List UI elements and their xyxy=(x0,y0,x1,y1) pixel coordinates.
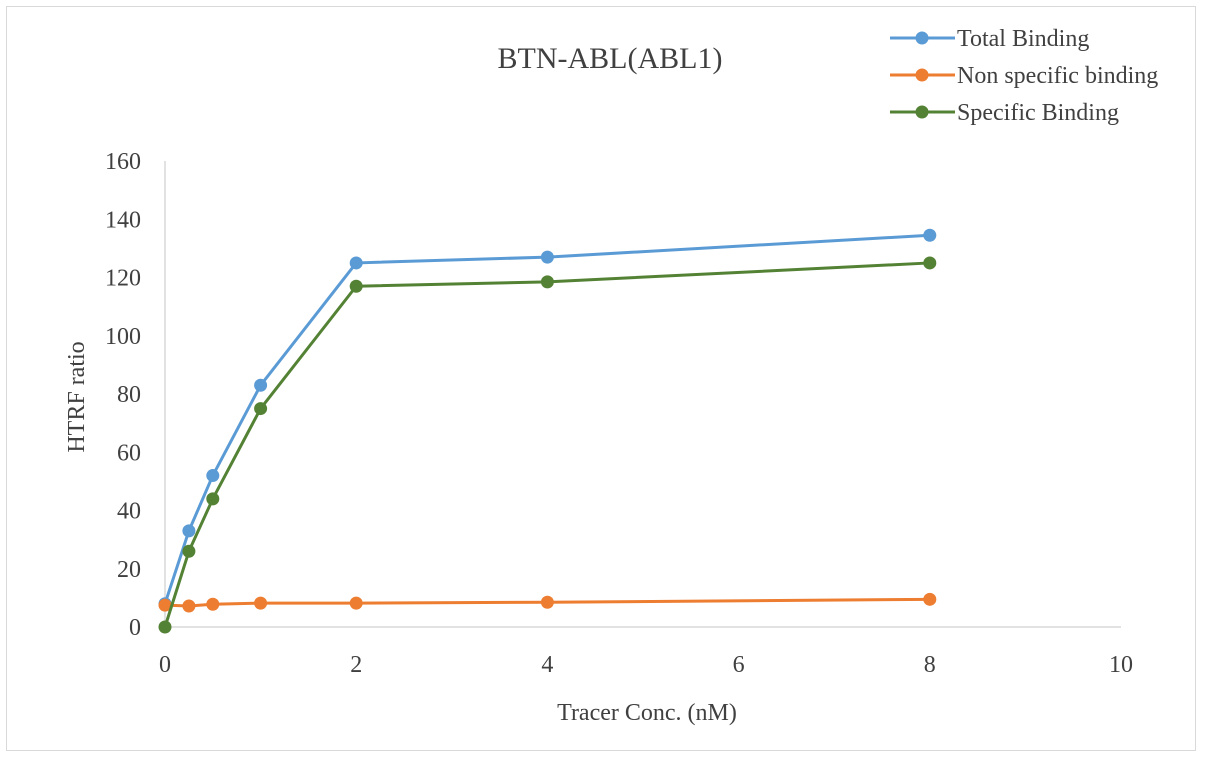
legend: Total Binding Non specific binding Specifi… xyxy=(890,26,1158,126)
legend-label: Non specific binding xyxy=(957,63,1158,89)
data-point xyxy=(923,256,937,270)
legend-swatch-marker xyxy=(915,68,929,82)
data-point xyxy=(540,250,554,264)
x-axis-label: Tracer Conc. (nM) xyxy=(557,700,737,726)
series-2 xyxy=(158,592,937,613)
legend-label: Specific Binding xyxy=(957,100,1119,126)
y-tick-label: 100 xyxy=(105,324,141,350)
data-point xyxy=(182,599,196,613)
legend-item: Total Binding xyxy=(890,26,1089,52)
x-tick-label: 10 xyxy=(1109,652,1133,678)
y-axis-label: HTRF ratio xyxy=(64,341,90,452)
data-point xyxy=(182,544,196,558)
data-point xyxy=(349,596,363,610)
y-tick-label: 140 xyxy=(105,207,141,233)
y-tick-label: 160 xyxy=(105,149,141,175)
x-tick-label: 8 xyxy=(924,652,936,678)
y-tick-label: 0 xyxy=(129,615,141,641)
data-point xyxy=(158,598,172,612)
data-point xyxy=(349,279,363,293)
data-point xyxy=(540,595,554,609)
data-point xyxy=(206,469,220,483)
data-point xyxy=(254,402,268,416)
series-line xyxy=(163,233,930,605)
chart-title: BTN-ABL(ABL1) xyxy=(498,42,723,75)
series-line xyxy=(163,261,930,628)
y-tick-label: 20 xyxy=(117,557,141,583)
x-tick-label: 2 xyxy=(350,652,362,678)
data-point xyxy=(923,228,937,242)
data-point xyxy=(349,256,363,270)
x-tick-label: 6 xyxy=(733,652,745,678)
y-tick-label: 60 xyxy=(117,440,141,466)
x-tick-label: 4 xyxy=(541,652,553,678)
data-point xyxy=(182,524,196,538)
legend-swatch-marker xyxy=(915,31,929,45)
y-tick-label: 40 xyxy=(117,499,141,525)
data-point xyxy=(540,275,554,289)
data-point xyxy=(254,596,268,610)
data-point xyxy=(158,620,172,634)
legend-swatch-marker xyxy=(915,105,929,119)
legend-label: Total Binding xyxy=(957,26,1089,52)
axes: 0 20 40 60 80 100 120 140 160 0 2 4 6 8 10 xyxy=(105,149,1133,678)
legend-item: Specific Binding xyxy=(890,100,1119,126)
data-point xyxy=(254,378,268,392)
data-point xyxy=(206,597,220,611)
x-tick-label: 0 xyxy=(159,652,171,678)
y-tick-label: 120 xyxy=(105,266,141,292)
legend-item: Non specific binding xyxy=(890,63,1158,89)
series-layer xyxy=(158,228,937,634)
series-3 xyxy=(158,256,937,634)
data-point xyxy=(923,592,937,606)
data-point xyxy=(206,492,220,506)
y-tick-label: 80 xyxy=(117,382,141,408)
